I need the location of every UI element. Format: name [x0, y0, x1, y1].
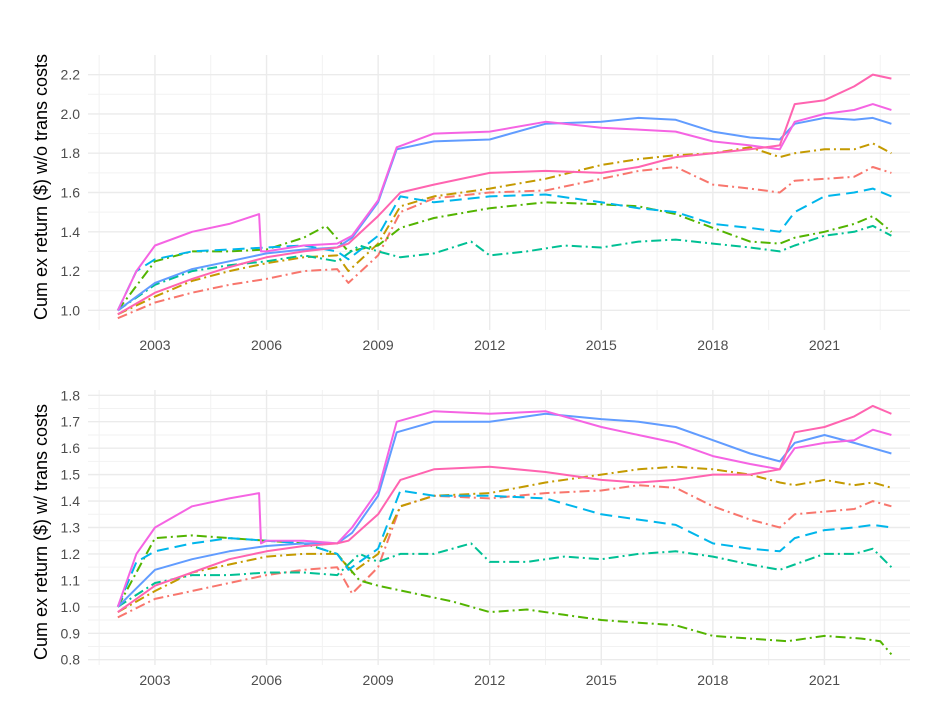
series-line-7 — [117, 73, 892, 316]
series-line-5 — [117, 116, 892, 312]
x-tick-label: 2012 — [474, 337, 505, 353]
series-line-4 — [116, 187, 892, 311]
y-tick-label: 1.6 — [61, 440, 81, 456]
y-tick-label: 1.2 — [61, 546, 81, 562]
y-tick-label: 2.0 — [61, 106, 81, 122]
series-line-1 — [117, 465, 892, 613]
top-panel-major-grid — [88, 55, 910, 330]
y-tick-label: 1.2 — [61, 263, 81, 279]
y-tick-label: 1.8 — [61, 145, 81, 161]
bottom-panel-y-axis-label: Cum ex return ($) w/ trans costs — [31, 404, 51, 660]
y-tick-label: 1.5 — [61, 467, 81, 483]
y-tick-label: 1.4 — [61, 224, 81, 240]
bottom-panel-x-tick-labels: 2003 2006 2009 2012 2015 2018 2021 — [139, 672, 840, 688]
y-tick-label: 0.8 — [61, 652, 81, 668]
bottom-panel-major-grid — [88, 390, 910, 665]
x-tick-label: 2015 — [586, 672, 617, 688]
x-tick-label: 2009 — [363, 337, 394, 353]
y-tick-label: 1.6 — [61, 185, 81, 201]
y-tick-label: 1.3 — [61, 520, 81, 536]
y-tick-label: 1.4 — [61, 493, 81, 509]
y-tick-label: 2.2 — [61, 67, 81, 83]
series-line-0 — [117, 484, 892, 619]
x-tick-label: 2006 — [251, 337, 282, 353]
top-panel-y-tick-labels: 1.0 1.2 1.4 1.6 1.8 2.0 2.2 — [61, 67, 81, 319]
top-panel-series — [116, 73, 893, 320]
series-line-5 — [117, 412, 892, 608]
top-panel-y-axis-label: Cum ex return ($) w/o trans costs — [31, 54, 51, 320]
x-tick-label: 2021 — [809, 337, 840, 353]
x-tick-label: 2015 — [586, 337, 617, 353]
bottom-panel: 0.80.91.01.11.21.31.41.51.61.71.8 2003 20… — [31, 387, 910, 688]
series-line-4 — [116, 489, 892, 608]
x-tick-label: 2003 — [139, 337, 170, 353]
series-line-7 — [117, 404, 892, 613]
x-tick-label: 2012 — [474, 672, 505, 688]
x-tick-label: 2003 — [139, 672, 170, 688]
y-tick-label: 1.0 — [61, 302, 81, 318]
y-tick-label: 0.9 — [61, 625, 81, 641]
bottom-panel-series — [116, 404, 893, 656]
x-tick-label: 2006 — [251, 672, 282, 688]
bottom-panel-y-tick-labels: 0.8 0.9 1.0 1.1 1.2 1.3 1.4 1.5 1.6 1.7 1.8 — [61, 387, 81, 667]
series-line-3 — [117, 542, 893, 608]
series-line-6 — [116, 410, 892, 608]
y-tick-label: 1.0 — [61, 599, 81, 615]
x-tick-label: 2018 — [697, 672, 728, 688]
series-line-6 — [116, 103, 892, 311]
x-tick-label: 2021 — [809, 672, 840, 688]
y-tick-label: 1.1 — [61, 572, 81, 588]
y-tick-label: 1.7 — [61, 414, 81, 430]
bottom-panel-minor-grid — [88, 390, 910, 665]
y-tick-label: 1.8 — [61, 387, 81, 403]
x-tick-label: 2018 — [697, 337, 728, 353]
top-panel-x-tick-labels: 2003 2006 2009 2012 2015 2018 2021 — [139, 337, 840, 353]
top-panel: 1.01.21.41.61.82.02.2 2003 2006 2009 2012 20… — [31, 54, 910, 353]
x-tick-label: 2009 — [363, 672, 394, 688]
series-line-0 — [117, 166, 892, 320]
series-line-3 — [117, 224, 892, 312]
